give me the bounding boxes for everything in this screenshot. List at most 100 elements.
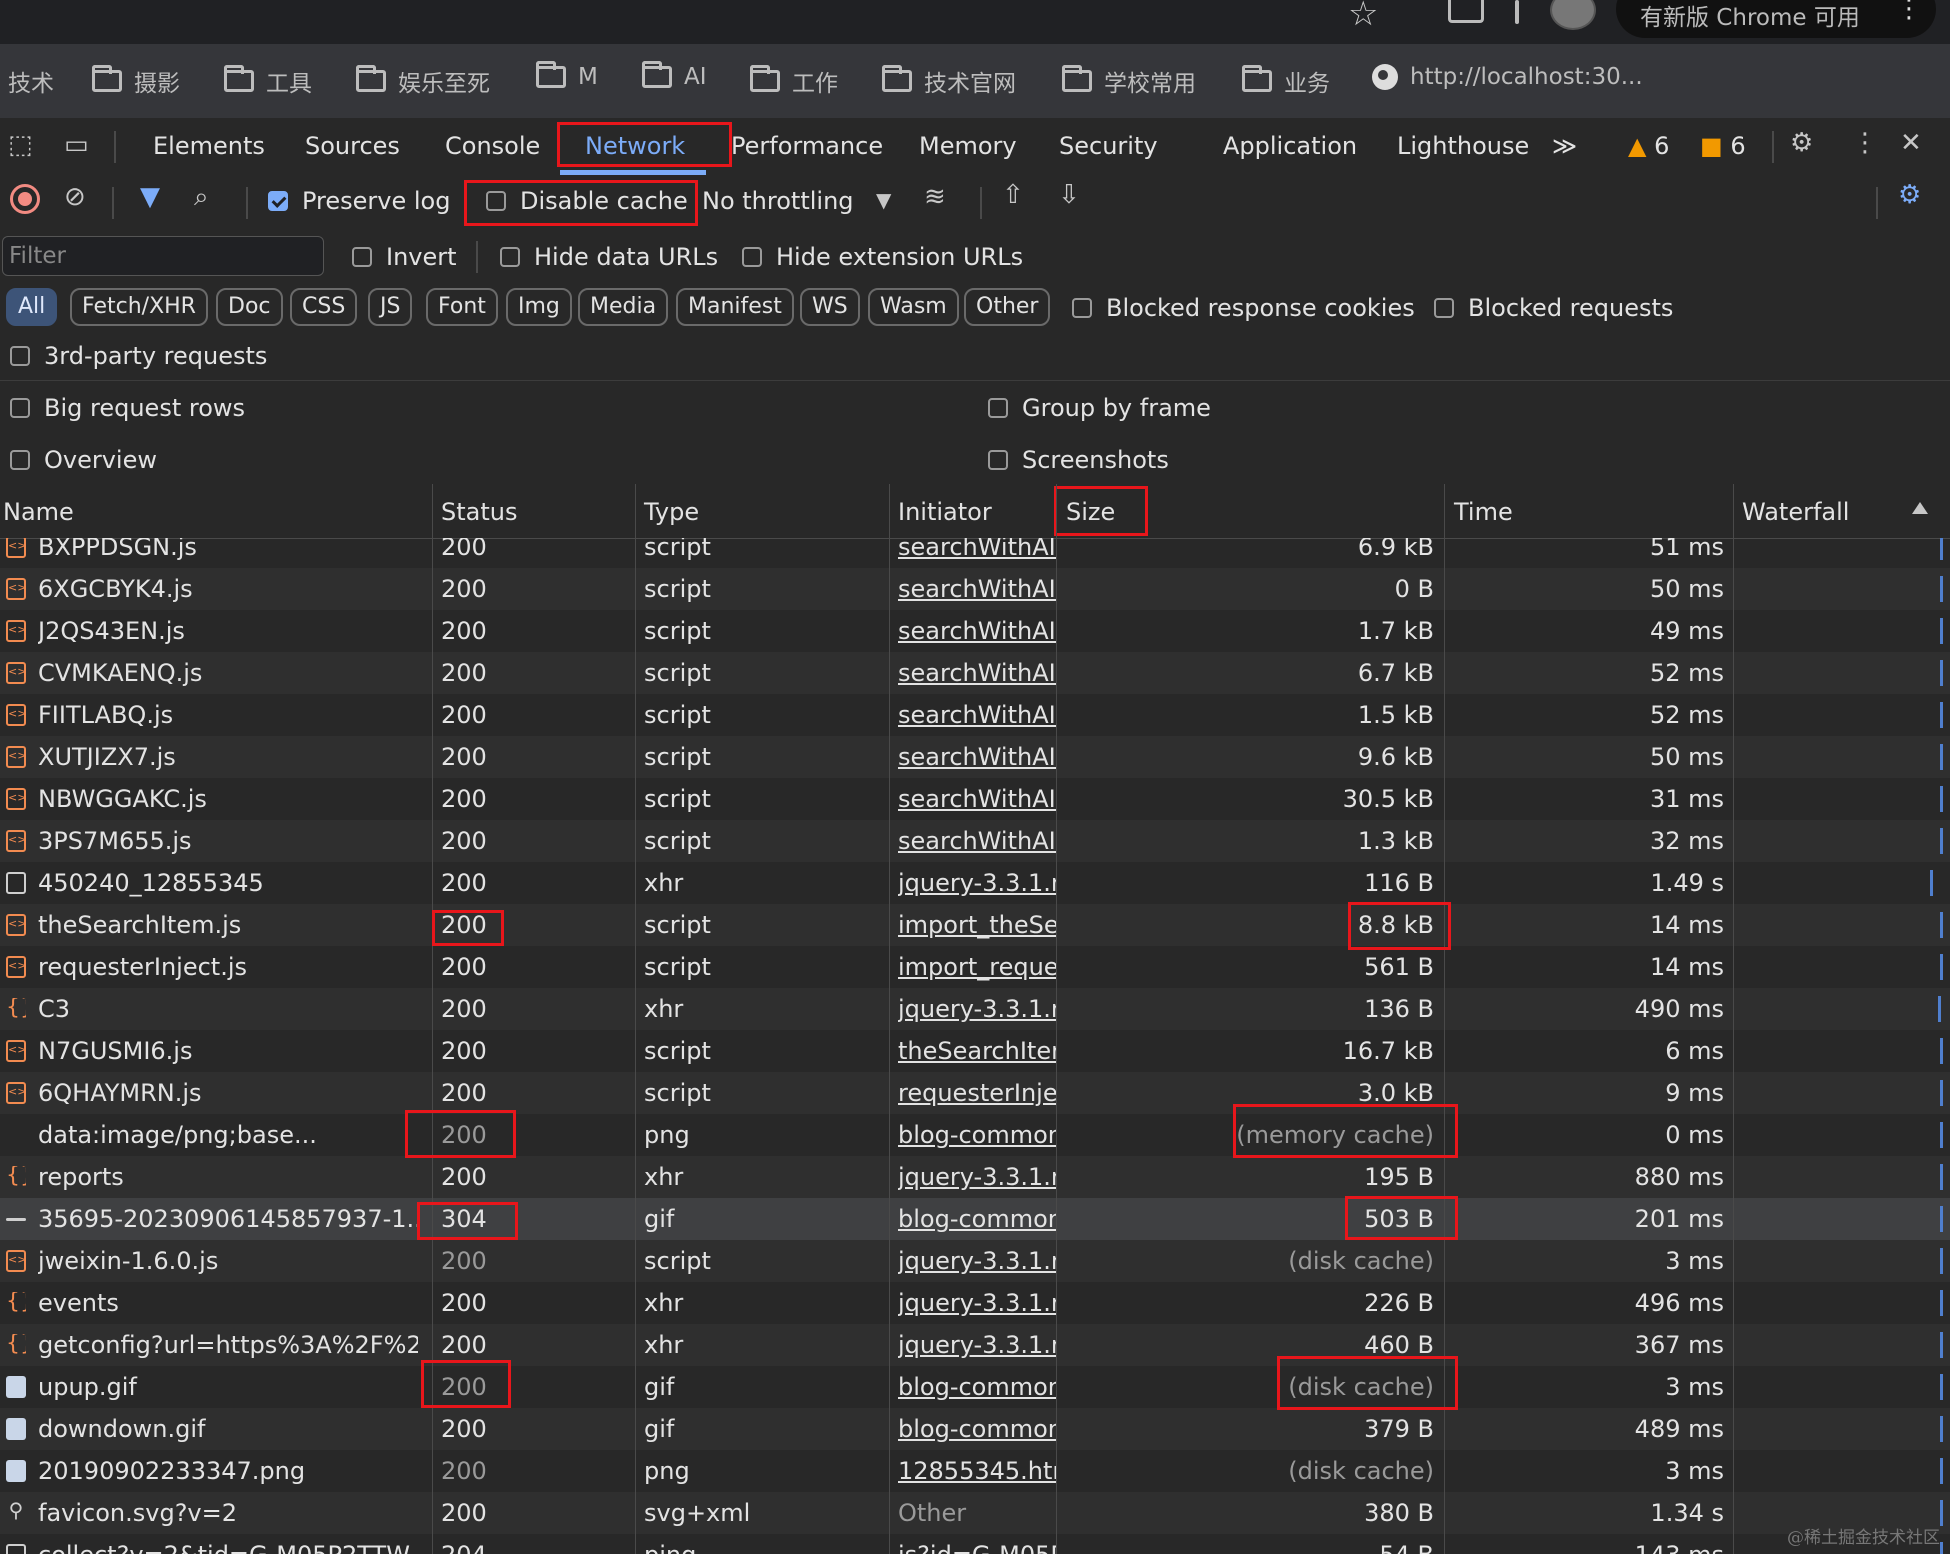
- table-row[interactable]: {} events 200 xhr jquery-3.3.1.m 226 B 496 ms: [0, 1282, 1950, 1324]
- checkbox-unchecked[interactable]: [352, 247, 372, 267]
- table-row[interactable]: <> FIITLABQ.js 200 script searchWithAI. 1.5 k…: [0, 694, 1950, 736]
- big-request-rows-checkbox[interactable]: Big request rows: [10, 394, 245, 422]
- tab-console[interactable]: Console: [445, 132, 541, 160]
- disable-cache-checkbox[interactable]: Disable cache: [486, 187, 688, 215]
- chip-ws[interactable]: WS: [800, 288, 860, 326]
- initiator-cell[interactable]: blog-common: [898, 1205, 1056, 1233]
- table-row[interactable]: <> N7GUSMI6.js 200 script theSearchItem 16.7 …: [0, 1030, 1950, 1072]
- initiator-cell[interactable]: jquery-3.3.1.m: [898, 995, 1056, 1023]
- initiator-cell[interactable]: import_reques: [898, 953, 1056, 981]
- table-row[interactable]: {} getconfig?url=https%3A%2F%2... 200 xhr jq…: [0, 1324, 1950, 1366]
- throttling-select[interactable]: No throttling: [702, 187, 854, 215]
- bookmark-folder[interactable]: 娱乐至死: [356, 64, 490, 98]
- column-header-type[interactable]: Type: [644, 498, 700, 526]
- column-header-initiator[interactable]: Initiator: [898, 498, 992, 526]
- warnings-counter[interactable]: ▲ 6: [1628, 132, 1670, 160]
- initiator-cell[interactable]: jquery-3.3.1.m: [898, 1247, 1056, 1275]
- chip-css[interactable]: CSS: [290, 288, 358, 326]
- table-row[interactable]: downdown.gif 200 gif blog-common 379 B 489 ms: [0, 1408, 1950, 1450]
- chip-media[interactable]: Media: [578, 288, 669, 326]
- chip-manifest[interactable]: Manifest: [676, 288, 794, 326]
- column-header-time[interactable]: Time: [1454, 498, 1513, 526]
- more-tabs-button[interactable]: ≫: [1552, 132, 1578, 160]
- bookmark-folder[interactable]: AI: [642, 61, 707, 90]
- chip-js[interactable]: JS: [368, 288, 413, 326]
- table-row[interactable]: <> J2QS43EN.js 200 script searchWithAI. 1.7 k…: [0, 610, 1950, 652]
- bookmark-folder[interactable]: 摄影: [92, 64, 180, 98]
- new-version-button[interactable]: 有新版 Chrome 可用 ⋮: [1616, 0, 1936, 38]
- initiator-cell[interactable]: blog-common: [898, 1373, 1056, 1401]
- initiator-cell[interactable]: blog-common: [898, 1121, 1056, 1149]
- bookmark-folder[interactable]: 学校常用: [1062, 64, 1196, 98]
- initiator-cell[interactable]: searchWithAI.: [898, 701, 1056, 729]
- checkbox-checked[interactable]: [268, 191, 288, 211]
- device-toolbar-icon[interactable]: ▭: [64, 130, 89, 160]
- filter-icon[interactable]: ▼: [140, 182, 160, 212]
- table-row[interactable]: 35695-20230906145857937-1... 304 gif blog-c…: [0, 1198, 1950, 1240]
- record-button[interactable]: [10, 184, 40, 214]
- initiator-cell[interactable]: searchWithAI.: [898, 538, 1056, 561]
- extensions-icon[interactable]: [1448, 0, 1484, 23]
- tab-memory[interactable]: Memory: [919, 132, 1017, 160]
- overview-checkbox[interactable]: Overview: [10, 446, 157, 474]
- table-row[interactable]: upup.gif 200 gif blog-common (disk cache) 3 m…: [0, 1366, 1950, 1408]
- checkbox-unchecked[interactable]: [988, 450, 1008, 470]
- tab-elements[interactable]: Elements: [153, 132, 265, 160]
- chip-fetch-xhr[interactable]: Fetch/XHR: [70, 288, 208, 326]
- chevron-down-icon[interactable]: ▼: [876, 188, 892, 212]
- initiator-cell[interactable]: searchWithAI.: [898, 743, 1056, 771]
- checkbox-unchecked[interactable]: [10, 450, 30, 470]
- close-icon[interactable]: ✕: [1900, 128, 1922, 158]
- screenshots-checkbox[interactable]: Screenshots: [988, 446, 1169, 474]
- table-row[interactable]: {} C3 200 xhr jquery-3.3.1.m 136 B 490 ms: [0, 988, 1950, 1030]
- checkbox-unchecked[interactable]: [742, 247, 762, 267]
- checkbox-unchecked[interactable]: [1072, 298, 1092, 318]
- table-row[interactable]: <> BXPPDSGN.js 200 script searchWithAI. 6.9 k…: [0, 538, 1950, 568]
- checkbox-unchecked[interactable]: [10, 398, 30, 418]
- tab-application[interactable]: Application: [1223, 132, 1358, 160]
- checkbox-unchecked[interactable]: [10, 346, 30, 366]
- table-row[interactable]: <> requesterInject.js 200 script import_requ…: [0, 946, 1950, 988]
- table-row[interactable]: <> 6QHAYMRN.js 200 script requesterInjec 3.0 …: [0, 1072, 1950, 1114]
- filter-input[interactable]: Filter: [2, 236, 324, 276]
- bookmark-folder[interactable]: 工作: [750, 64, 838, 98]
- chip-all[interactable]: All: [6, 288, 58, 326]
- checkbox-unchecked[interactable]: [486, 191, 506, 211]
- settings-gear-icon[interactable]: ⚙: [1790, 128, 1814, 158]
- table-row[interactable]: <> NBWGGAKC.js 200 script searchWithAI. 30.5 …: [0, 778, 1950, 820]
- checkbox-unchecked[interactable]: [988, 398, 1008, 418]
- tab-security[interactable]: Security: [1059, 132, 1158, 160]
- invert-checkbox[interactable]: Invert: [352, 243, 457, 271]
- import-har-icon[interactable]: ⇧: [1002, 180, 1024, 210]
- initiator-cell[interactable]: blog-common: [898, 1415, 1056, 1443]
- chip-img[interactable]: Img: [506, 288, 572, 326]
- export-har-icon[interactable]: ⇩: [1058, 180, 1080, 210]
- table-row[interactable]: 450240_12855345 200 xhr jquery-3.3.1.m 116 B…: [0, 862, 1950, 904]
- preserve-log-checkbox[interactable]: Preserve log: [268, 187, 450, 215]
- initiator-cell[interactable]: searchWithAI.: [898, 575, 1056, 603]
- bookmark-item[interactable]: 技术: [8, 71, 54, 97]
- initiator-cell[interactable]: jquery-3.3.1.m: [898, 1163, 1056, 1191]
- inspect-element-icon[interactable]: ⬚: [8, 130, 33, 160]
- kebab-menu-icon[interactable]: ⋮: [1896, 0, 1922, 24]
- initiator-cell[interactable]: searchWithAI.: [898, 659, 1056, 687]
- tab-sources[interactable]: Sources: [305, 132, 400, 160]
- table-row[interactable]: <> CVMKAENQ.js 200 script searchWithAI. 6.7 k…: [0, 652, 1950, 694]
- blocked-response-cookies-checkbox[interactable]: Blocked response cookies: [1072, 294, 1415, 322]
- initiator-cell[interactable]: jquery-3.3.1.m: [898, 1289, 1056, 1317]
- search-icon[interactable]: ⌕: [194, 182, 209, 212]
- column-header-name[interactable]: Name: [3, 498, 74, 526]
- initiator-cell[interactable]: requesterInjec: [898, 1079, 1056, 1107]
- table-row[interactable]: data:image/png;base... 200 png blog-common (…: [0, 1114, 1950, 1156]
- chip-font[interactable]: Font: [426, 288, 498, 326]
- column-header-status[interactable]: Status: [441, 498, 518, 526]
- checkbox-unchecked[interactable]: [500, 247, 520, 267]
- table-row[interactable]: collect?v=2&tid=G-M05P2TTW... 204 ping js?i…: [0, 1534, 1950, 1554]
- table-row[interactable]: {} reports 200 xhr jquery-3.3.1.m 195 B 880 ms: [0, 1156, 1950, 1198]
- bookmark-folder[interactable]: 业务: [1242, 64, 1330, 98]
- bookmark-folder[interactable]: 工具: [224, 64, 312, 98]
- tab-performance[interactable]: Performance: [731, 132, 884, 160]
- table-row[interactable]: 20190902233347.png 200 png 12855345.htm (dis…: [0, 1450, 1950, 1492]
- bookmark-star-icon[interactable]: ☆: [1348, 0, 1379, 34]
- group-by-frame-checkbox[interactable]: Group by frame: [988, 394, 1211, 422]
